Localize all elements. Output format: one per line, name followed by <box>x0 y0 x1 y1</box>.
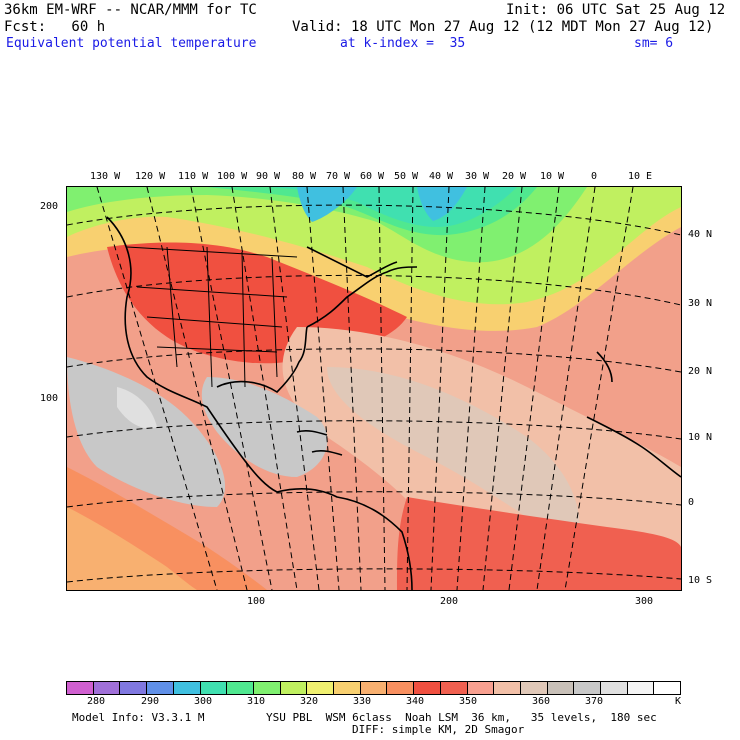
state-borders <box>126 246 298 388</box>
field-name: Equivalent potential temperature <box>6 36 257 51</box>
forecast-hour: Fcst: 60 h <box>4 19 106 35</box>
lat-label: 20 N <box>688 366 713 377</box>
colorbar-swatch <box>627 682 655 694</box>
theta-e-band-340b <box>397 497 681 590</box>
lon-label: 20 W <box>502 171 527 182</box>
theta-e-band-360b <box>201 377 328 477</box>
colorbar-tick: 310 <box>247 696 266 707</box>
theta-e-band-332 <box>67 507 197 590</box>
lon-label: 10 W <box>540 171 565 182</box>
lon-label: 100 W <box>217 171 248 182</box>
colorbar-swatch <box>253 682 281 694</box>
theta-e-map <box>66 186 682 591</box>
colorbar-swatch <box>574 682 602 694</box>
grid-y-label: 100 <box>40 393 59 404</box>
grid-x-label: 100 <box>247 596 266 607</box>
lon-label: 50 W <box>394 171 419 182</box>
colorbar-swatch <box>547 682 575 694</box>
grid-x-label: 300 <box>635 596 654 607</box>
colorbar-tick: 360 <box>532 696 551 707</box>
colorbar-tick: 320 <box>300 696 319 707</box>
colorbar-swatch <box>280 682 308 694</box>
theta-e-band-300 <box>297 187 357 222</box>
lon-label: 110 W <box>178 171 209 182</box>
colorbar-tick: 350 <box>459 696 478 707</box>
lon-label: 40 W <box>429 171 454 182</box>
colorbar-swatch <box>387 682 415 694</box>
lat-label: 30 N <box>688 298 713 309</box>
colorbar-tick: 300 <box>194 696 213 707</box>
colorbar-tick: 290 <box>141 696 160 707</box>
colorbar-swatch <box>200 682 228 694</box>
colorbar-swatch <box>360 682 388 694</box>
colorbar-swatch <box>147 682 174 694</box>
colorbar-swatch <box>67 682 94 694</box>
colorbar-unit: K <box>675 696 682 707</box>
model-info: Model Info: V3.3.1 M <box>72 711 205 724</box>
colorbar-tick: 340 <box>406 696 425 707</box>
lon-label: 120 W <box>135 171 166 182</box>
colorbar-swatch <box>654 682 681 694</box>
lat-label: 40 N <box>688 229 713 240</box>
colorbar-swatch <box>494 682 521 694</box>
lon-label: 70 W <box>326 171 351 182</box>
colorbar-tick: 330 <box>353 696 372 707</box>
colorbar-swatch <box>601 682 628 694</box>
lon-label: 80 W <box>292 171 317 182</box>
grid-y-label: 200 <box>40 201 59 212</box>
grid-x-label: 200 <box>440 596 459 607</box>
colorbar-swatch <box>440 682 468 694</box>
valid-time: Valid: 18 UTC Mon 27 Aug 12 (12 MDT Mon … <box>292 19 714 35</box>
colorbar-tick: 370 <box>585 696 604 707</box>
diffusion-info: DIFF: simple KM, 2D Smagor <box>352 723 525 736</box>
lat-label: 10 S <box>688 575 713 586</box>
coastlines <box>106 216 681 590</box>
lon-label: 60 W <box>360 171 385 182</box>
lon-label: 130 W <box>90 171 121 182</box>
lat-label: 0 <box>688 497 695 508</box>
colorbar-swatch <box>227 682 254 694</box>
theta-e-band-360 <box>67 357 226 507</box>
init-time: Init: 06 UTC Sat 25 Aug 12 <box>506 2 726 18</box>
lon-label: 90 W <box>256 171 281 182</box>
graticule <box>67 187 681 590</box>
map-canvas <box>67 187 681 590</box>
smooth-label: sm= 6 <box>634 36 674 51</box>
colorbar-swatch <box>307 682 335 694</box>
model-title: 36km EM-WRF -- NCAR/MMM for TC <box>4 2 257 18</box>
lon-label: 30 W <box>465 171 490 182</box>
colorbar-swatch <box>93 682 121 694</box>
colorbar-swatch <box>414 682 441 694</box>
kindex-label: at k-index = 35 <box>340 36 466 51</box>
colorbar <box>66 681 681 695</box>
colorbar-swatch <box>120 682 148 694</box>
lon-label: 0 <box>591 171 598 182</box>
theta-e-band-365 <box>117 387 157 429</box>
physics-info: YSU PBL WSM 6class Noah LSM 36 km, 35 le… <box>266 711 657 724</box>
colorbar-swatch <box>334 682 361 694</box>
lat-label: 10 N <box>688 432 713 443</box>
lon-label: 10 E <box>628 171 653 182</box>
theta-e-band-355 <box>327 367 580 547</box>
colorbar-swatch <box>467 682 495 694</box>
theta-e-band-300b <box>417 187 467 221</box>
colorbar-swatch <box>173 682 201 694</box>
colorbar-tick: 280 <box>87 696 106 707</box>
colorbar-swatch <box>520 682 548 694</box>
